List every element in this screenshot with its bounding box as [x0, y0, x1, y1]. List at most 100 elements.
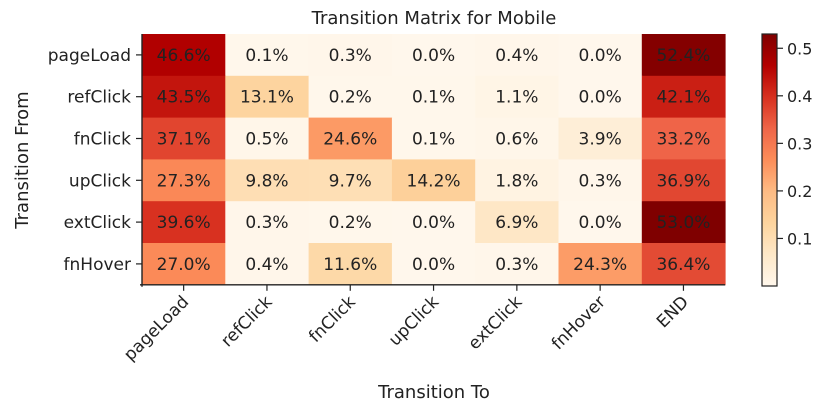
- y-tick-label: pageLoad: [48, 46, 131, 66]
- heatmap-cell: [558, 159, 643, 202]
- heatmap-cell: [142, 34, 226, 77]
- cell-value-label: 11.6%: [323, 255, 377, 275]
- heatmap-cell: [225, 117, 310, 160]
- cell-value-label: 9.8%: [245, 171, 288, 191]
- x-tick-label: pageLoad: [120, 292, 193, 365]
- x-tick-label: END: [653, 292, 693, 332]
- heatmap-cell: [142, 75, 226, 119]
- cell-value-label: 0.0%: [579, 46, 622, 66]
- cell-value-label: 52.4%: [656, 46, 710, 66]
- cell-value-label: 36.4%: [656, 255, 710, 275]
- cell-value-label: 24.3%: [573, 255, 627, 275]
- cell-value-label: 36.9%: [656, 171, 710, 191]
- heatmap-cell: [558, 243, 643, 286]
- x-tick-label: fnClick: [305, 292, 360, 347]
- cell-value-label: 37.1%: [157, 130, 211, 150]
- y-tick-label: extClick: [64, 213, 132, 233]
- cell-value-label: 0.3%: [245, 213, 288, 233]
- heatmap-cell: [142, 159, 226, 202]
- cell-value-label: 6.9%: [495, 213, 538, 233]
- heatmap-cell: [142, 201, 226, 244]
- heatmap-cell: [558, 201, 643, 244]
- chart-title: Transition Matrix for Mobile: [311, 8, 557, 29]
- cell-value-label: 3.9%: [579, 130, 622, 150]
- cell-value-label: 0.0%: [579, 88, 622, 108]
- colorbar-gradient: [761, 33, 778, 287]
- cell-value-label: 0.1%: [412, 88, 455, 108]
- heatmap-cell: [558, 75, 643, 119]
- cell-value-label: 0.4%: [245, 255, 288, 275]
- heatmap-cell: [308, 201, 393, 244]
- cell-value-label: 0.6%: [495, 130, 538, 150]
- cell-value-label: 27.3%: [157, 171, 211, 191]
- heatmap-cell: [225, 75, 310, 119]
- heatmap-cell: [475, 201, 559, 244]
- heatmap-cell: [225, 34, 310, 77]
- heatmap-cell: [391, 201, 476, 244]
- cell-value-label: 42.1%: [656, 88, 710, 108]
- y-tick-label: fnHover: [64, 255, 131, 275]
- colorbar-tick-label: 0.3: [787, 134, 812, 153]
- heatmap-cell: [641, 117, 726, 160]
- heatmap-cell: [641, 75, 726, 119]
- y-tick-label: fnClick: [74, 130, 131, 150]
- cell-value-label: 0.0%: [579, 213, 622, 233]
- heatmap-cell: [142, 243, 226, 286]
- x-tick-label: refClick: [217, 292, 276, 351]
- cell-value-label: 0.1%: [412, 130, 455, 150]
- x-tick-label: extClick: [465, 292, 527, 354]
- cell-value-label: 27.0%: [157, 255, 211, 275]
- cell-value-label: 0.3%: [579, 171, 622, 191]
- cell-value-label: 46.6%: [157, 46, 211, 66]
- heatmap-cell: [475, 243, 559, 286]
- heatmap-cell: [142, 117, 226, 160]
- cell-value-label: 0.0%: [412, 46, 455, 66]
- heatmap-cell: [391, 117, 476, 160]
- cell-value-label: 24.6%: [323, 130, 377, 150]
- heatmap-cell: [308, 75, 393, 119]
- cell-value-label: 0.2%: [329, 213, 372, 233]
- cell-value-label: 0.0%: [412, 213, 455, 233]
- heatmap-cell: [225, 243, 310, 286]
- heatmap-cell: [391, 159, 476, 202]
- heatmap-cell: [225, 201, 310, 244]
- cell-value-label: 13.1%: [240, 88, 294, 108]
- heatmap-cell: [391, 243, 476, 286]
- x-tick-label: fnHover: [548, 292, 610, 354]
- heatmap-cell: [641, 201, 726, 244]
- y-tick-label: refClick: [67, 88, 131, 108]
- heatmap-cell: [308, 243, 393, 286]
- heatmap-cell: [475, 117, 559, 160]
- heatmap-cell: [225, 159, 310, 202]
- heatmap-cell: [308, 34, 393, 77]
- heatmap-cell: [475, 75, 559, 119]
- y-tick-label: upClick: [69, 171, 131, 191]
- heatmap-cell: [558, 34, 643, 77]
- colorbar-tick-label: 0.5: [787, 39, 812, 58]
- heatmap-cell: [391, 34, 476, 77]
- cell-value-label: 0.3%: [329, 46, 372, 66]
- cell-value-label: 0.1%: [245, 46, 288, 66]
- cell-value-label: 33.2%: [656, 130, 710, 150]
- heatmap-cell: [308, 159, 393, 202]
- cell-value-label: 0.3%: [495, 255, 538, 275]
- colorbar-tick-label: 0.2: [787, 182, 812, 201]
- x-axis-label: Transition To: [377, 382, 490, 403]
- cell-value-label: 39.6%: [157, 213, 211, 233]
- cell-value-label: 53.0%: [656, 213, 710, 233]
- heatmap-cell: [475, 159, 559, 202]
- x-tick-label: upClick: [385, 292, 443, 350]
- heatmap-cell: [641, 159, 726, 202]
- cell-value-label: 9.7%: [329, 171, 372, 191]
- cell-value-label: 0.0%: [412, 255, 455, 275]
- heatmap-cells: 46.6% 0.1% 0.3% 0.0% 0.4% 0.0% 52.4% 43.5% 13.1%…: [142, 34, 726, 286]
- y-axis-label: Transition From: [12, 91, 33, 229]
- cell-value-label: 43.5%: [157, 88, 211, 108]
- cell-value-label: 0.4%: [495, 46, 538, 66]
- heatmap-cell: [641, 34, 726, 77]
- cell-value-label: 14.2%: [407, 171, 461, 191]
- heatmap-cell: [308, 117, 393, 160]
- colorbar-tick-label: 0.4: [787, 87, 812, 106]
- heatmap-cell: [558, 117, 643, 160]
